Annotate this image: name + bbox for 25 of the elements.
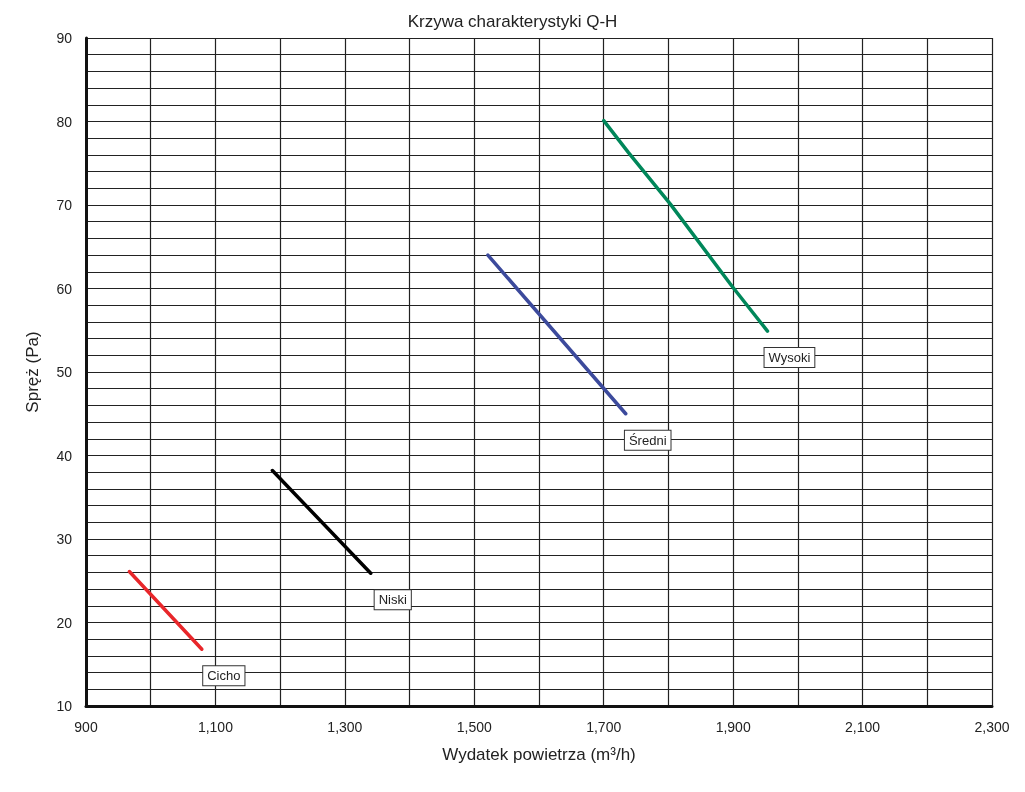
series-label: Wysoki bbox=[768, 350, 811, 366]
y-axis-title: Spręż (Pa) bbox=[23, 331, 42, 413]
y-tick-label: 50 bbox=[56, 364, 73, 380]
y-tick-label: 60 bbox=[56, 280, 73, 297]
y-tick-label: 80 bbox=[56, 113, 73, 130]
x-tick-label: 1,700 bbox=[586, 719, 622, 735]
y-tick-label: 70 bbox=[56, 197, 73, 213]
x-tick-label: 900 bbox=[74, 719, 98, 735]
series-label: Cicho bbox=[207, 668, 241, 684]
x-tick-label: 1,900 bbox=[715, 719, 751, 735]
line-series bbox=[601, 118, 770, 333]
series-label: Średni bbox=[628, 432, 667, 448]
y-tick-label: 20 bbox=[56, 614, 73, 631]
y-tick-label: 40 bbox=[56, 447, 73, 464]
chart-title: Krzywa charakterystyki Q-H bbox=[407, 12, 618, 31]
x-axis-title: Wydatek powietrza (m³/h) bbox=[442, 745, 636, 764]
x-tick-label: 1,300 bbox=[327, 719, 363, 735]
y-tick-label: 10 bbox=[56, 698, 73, 714]
x-tick-label: 1,100 bbox=[197, 719, 234, 735]
x-tick-label: 2,300 bbox=[974, 719, 1010, 735]
series-label: Niski bbox=[378, 592, 407, 608]
x-tick-label: 1,500 bbox=[456, 719, 493, 735]
y-tick-label: 30 bbox=[56, 531, 73, 547]
y-tick-label: 90 bbox=[56, 30, 73, 46]
x-tick-label: 2,100 bbox=[845, 719, 881, 735]
